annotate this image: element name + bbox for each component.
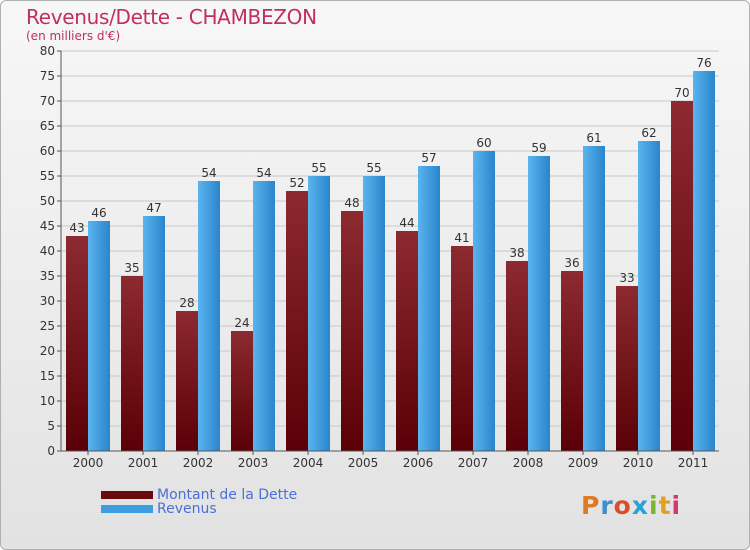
- legend-swatch-debt: [101, 491, 153, 499]
- bar-debt: [396, 231, 418, 451]
- axes: 0 5 10 15 20 25 30 35 40 45 50 55 60 65 70 75 80 2000 2001…: [40, 44, 719, 470]
- data-label: 55: [366, 161, 381, 175]
- logo-letter: o: [613, 491, 632, 520]
- bar-debt: [121, 276, 143, 451]
- bar-revenue: [253, 181, 275, 451]
- bar-debt: [286, 191, 308, 451]
- data-label: 46: [91, 206, 106, 220]
- bar-debt: [561, 271, 583, 451]
- y-tick-label: 35: [40, 269, 55, 283]
- x-tick-label: 2003: [238, 456, 269, 470]
- y-tick-label: 30: [40, 294, 55, 308]
- logo-letter: r: [600, 491, 614, 520]
- logo-letter: x: [631, 491, 649, 520]
- y-tick-label: 50: [40, 194, 55, 208]
- bars: [66, 71, 715, 451]
- legend-item-revenue: Revenus: [101, 501, 217, 517]
- bar-revenue: [528, 156, 550, 451]
- data-label: 44: [399, 216, 414, 230]
- logo-letter: t: [658, 491, 672, 520]
- chart-title: Revenus/Dette - CHAMBEZON: [26, 5, 317, 29]
- logo-letter: i: [649, 491, 659, 520]
- data-label: 57: [421, 151, 436, 165]
- bar-debt: [506, 261, 528, 451]
- x-tick-label: 2002: [183, 456, 214, 470]
- data-label: 38: [509, 246, 524, 260]
- bar-revenue: [638, 141, 660, 451]
- bar-revenue: [583, 146, 605, 451]
- bar-revenue: [363, 176, 385, 451]
- y-tick-label: 25: [40, 319, 55, 333]
- y-tick-label: 15: [40, 369, 55, 383]
- x-tick-label: 2008: [513, 456, 544, 470]
- data-label: 52: [289, 176, 304, 190]
- data-label: 60: [476, 136, 491, 150]
- bar-revenue: [418, 166, 440, 451]
- x-tick-label: 2005: [348, 456, 379, 470]
- data-labels: 43 46 35 47 28 54 24 54 52 55 48 55 44 57 41 60 38 59 36 61…: [69, 56, 711, 330]
- data-label: 36: [564, 256, 579, 270]
- data-label: 59: [531, 141, 546, 155]
- y-tick-label: 80: [40, 44, 55, 58]
- bar-revenue: [143, 216, 165, 451]
- data-label: 24: [234, 316, 249, 330]
- y-tick-label: 65: [40, 119, 55, 133]
- y-tick-label: 0: [47, 444, 55, 458]
- data-label: 62: [641, 126, 656, 140]
- data-label: 48: [344, 196, 359, 210]
- x-tick-label: 2006: [403, 456, 434, 470]
- bar-revenue: [88, 221, 110, 451]
- legend-label-debt: Montant de la Dette: [157, 487, 298, 503]
- y-tick-label: 5: [47, 419, 55, 433]
- data-label: 35: [124, 261, 139, 275]
- x-tick-label: 2009: [568, 456, 599, 470]
- data-label: 43: [69, 221, 84, 235]
- bar-debt: [231, 331, 253, 451]
- y-tick-label: 70: [40, 94, 55, 108]
- bar-revenue: [198, 181, 220, 451]
- x-tick-label: 2004: [293, 456, 324, 470]
- bar-debt: [341, 211, 363, 451]
- y-tick-label: 60: [40, 144, 55, 158]
- data-label: 41: [454, 231, 469, 245]
- y-tick-label: 45: [40, 219, 55, 233]
- y-tick-label: 40: [40, 244, 55, 258]
- y-tick-label: 10: [40, 394, 55, 408]
- legend-item-debt: Montant de la Dette: [101, 487, 297, 503]
- x-tick-label: 2011: [678, 456, 709, 470]
- x-tick-label: 2010: [623, 456, 654, 470]
- legend-label-revenue: Revenus: [157, 501, 217, 517]
- x-tick-label: 2001: [128, 456, 159, 470]
- data-label: 47: [146, 201, 161, 215]
- data-label: 54: [256, 166, 271, 180]
- x-tick-label: 2007: [458, 456, 489, 470]
- y-tick-label: 75: [40, 69, 55, 83]
- data-label: 33: [619, 271, 634, 285]
- x-tick-label: 2000: [73, 456, 104, 470]
- logo-letter: P: [581, 491, 601, 520]
- bar-revenue: [473, 151, 495, 451]
- bar-revenue: [308, 176, 330, 451]
- data-label: 76: [696, 56, 711, 70]
- proxiti-logo: Proxiti: [581, 491, 681, 520]
- bar-debt: [66, 236, 88, 451]
- bar-revenue: [693, 71, 715, 451]
- data-label: 54: [201, 166, 216, 180]
- logo-letter: i: [671, 491, 682, 520]
- bar-debt: [451, 246, 473, 451]
- bar-debt: [176, 311, 198, 451]
- y-tick-label: 20: [40, 344, 55, 358]
- y-tick-label: 55: [40, 169, 55, 183]
- data-label: 55: [311, 161, 326, 175]
- data-label: 28: [179, 296, 194, 310]
- data-label: 70: [674, 86, 689, 100]
- chart-subtitle: (en milliers d'€): [26, 29, 121, 43]
- data-label: 61: [586, 131, 601, 145]
- bar-debt: [616, 286, 638, 451]
- bar-debt: [671, 101, 693, 451]
- legend-swatch-revenue: [101, 505, 153, 513]
